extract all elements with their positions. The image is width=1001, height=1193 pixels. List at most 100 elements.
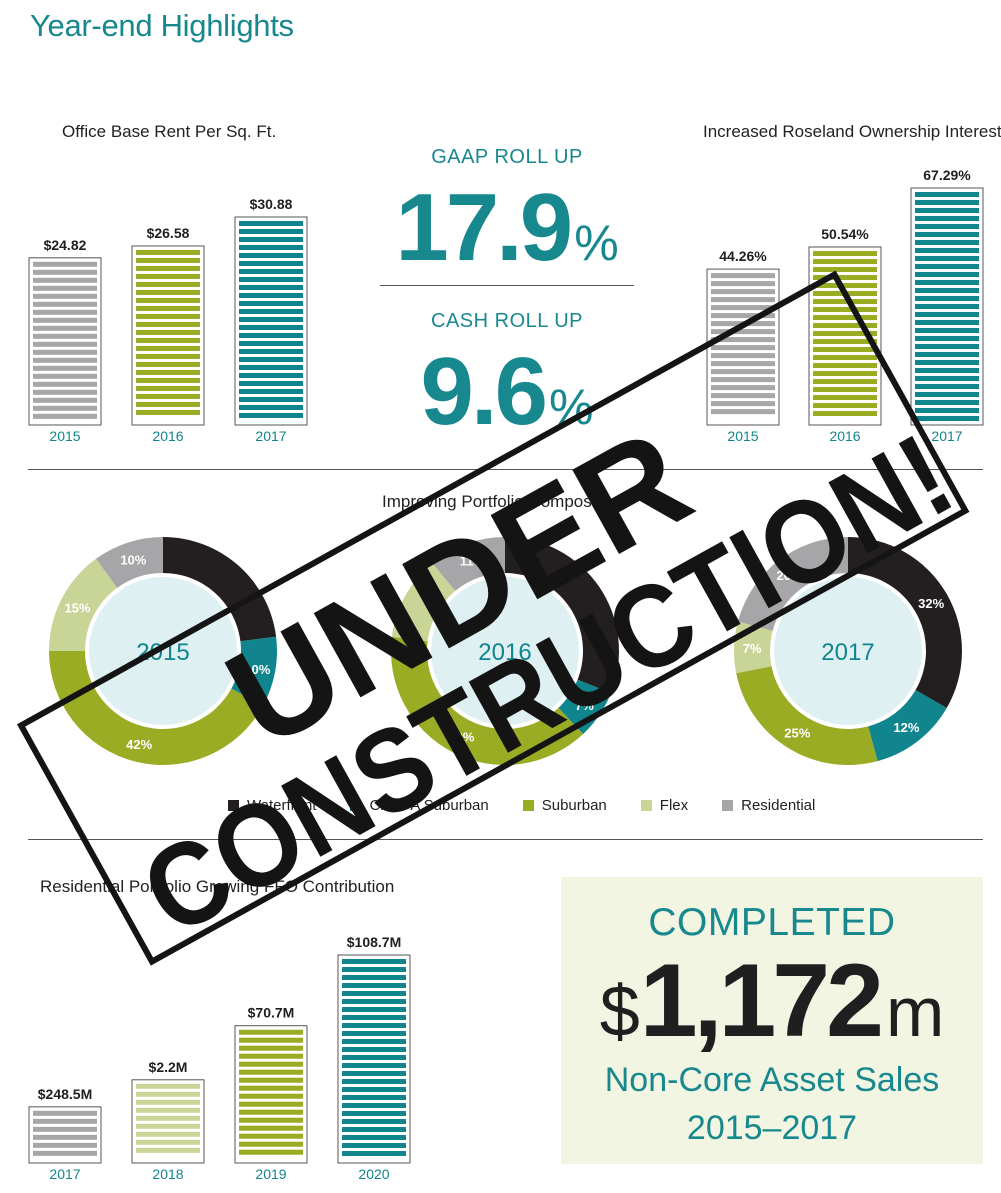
bar-roseland-2017-stripe — [915, 280, 979, 285]
completed-label: COMPLETED — [648, 901, 896, 944]
bar-roseland-2016-stripe — [813, 298, 877, 304]
bar-roseland-2015-stripe — [711, 273, 775, 279]
bar-roseland-2015-stripe — [711, 321, 775, 327]
bar-ffo-2019-stripe — [239, 1029, 303, 1035]
bar-ffo-2019-stripe — [239, 1109, 303, 1115]
bar-roseland-2015-stripe — [711, 337, 775, 343]
bar-rent-2015-stripe — [33, 277, 97, 283]
bar-ffo-2020-stripe — [342, 999, 406, 1004]
bar-roseland-2015-stripe — [711, 305, 775, 311]
legend-label: Suburban — [541, 797, 607, 814]
slice-label: 12% — [893, 720, 919, 735]
bar-rent-2016 — [131, 245, 205, 426]
bar-roseland-2017-stripe — [915, 352, 979, 357]
bar-rent-2015-stripe — [33, 261, 97, 267]
x-tick-label: 2016 — [829, 428, 860, 444]
bar-rent-2017-stripe — [239, 389, 303, 394]
bar-roseland-2016-stripe — [813, 354, 877, 360]
bar-ffo-2019-stripe — [239, 1093, 303, 1099]
gaap-pct-symbol: % — [574, 215, 619, 271]
bar-ffo-2018-stripe — [136, 1099, 200, 1105]
bar-ffo-2019-stripe — [239, 1061, 303, 1067]
bar-roseland-2015-stripe — [711, 369, 775, 375]
bar-roseland-2016-stripe — [813, 346, 877, 352]
bar-ffo-2019-stripe — [239, 1117, 303, 1123]
bar-rent-2017-stripe — [239, 245, 303, 250]
bar-roseland-2016-stripe — [813, 282, 877, 288]
bar-rent-2017-stripe — [239, 253, 303, 258]
bar-ffo-2018-stripe — [136, 1115, 200, 1121]
bar-ffo-2020-stripe — [342, 1143, 406, 1148]
bar-ffo-2020-stripe — [342, 1111, 406, 1116]
bar-rent-2017-stripe — [239, 229, 303, 234]
bar-rent-2016-stripe — [136, 273, 200, 279]
bar-roseland-2017-stripe — [915, 248, 979, 253]
bar-ffo-2020-stripe — [342, 1015, 406, 1020]
bar-ffo-2019-stripe — [239, 1133, 303, 1139]
bar-ffo-2020-stripe — [342, 1095, 406, 1100]
bar-rent-2017-stripe — [239, 309, 303, 314]
bar-roseland-2016-stripe — [813, 258, 877, 264]
bar-rent-2017-stripe — [239, 357, 303, 362]
bar-ffo-2019-stripe — [239, 1149, 303, 1155]
legend-swatch — [640, 800, 652, 811]
bar-rent-2016-stripe — [136, 249, 200, 255]
legend-item-suburban: Suburban — [522, 797, 607, 814]
bar-rent-2017-stripe — [239, 397, 303, 402]
gaap-roll-up-label: GAAP ROLL UP — [431, 146, 583, 168]
data-label: $248.5M — [38, 1086, 92, 1102]
bar-rent-2017-stripe — [239, 317, 303, 322]
bar-rent-2016-stripe — [136, 369, 200, 375]
bar-rent-2016-stripe — [136, 393, 200, 399]
bar-ffo-2020-stripe — [342, 1127, 406, 1132]
bar-roseland-2016-stripe — [813, 330, 877, 336]
bar-roseland-2016-stripe — [813, 410, 877, 416]
amount-unit: m — [886, 973, 945, 1051]
rent-chart-title: Office Base Rent Per Sq. Ft. — [62, 122, 277, 141]
bar-roseland-2015-stripe — [711, 409, 775, 415]
bar-rent-2015-stripe — [33, 293, 97, 299]
bar-ffo-2020 — [337, 954, 411, 1164]
bar-ffo-2020-stripe — [342, 1055, 406, 1060]
x-tick-label: 2018 — [152, 1166, 183, 1182]
completed-sales-panel: COMPLETED $1,172m Non-Core Asset Sales 2… — [561, 877, 983, 1164]
legend-item-flex: Flex — [640, 797, 688, 814]
bar-roseland-2016-stripe — [813, 290, 877, 296]
bar-roseland-2017-stripe — [915, 304, 979, 309]
data-label: $30.88 — [250, 196, 293, 212]
bar-rent-2016-stripe — [136, 409, 200, 415]
bar-rent-2017-stripe — [239, 405, 303, 410]
bar-ffo-2017 — [28, 1106, 102, 1164]
slice-label: 11% — [460, 554, 486, 569]
bar-roseland-2017-stripe — [915, 200, 979, 205]
bar-roseland-2017 — [910, 187, 984, 426]
bar-ffo-2020-stripe — [342, 1071, 406, 1076]
bar-roseland-2017-stripe — [915, 408, 979, 413]
bar-rent-2015-stripe — [33, 333, 97, 339]
bar-rent-2017 — [234, 216, 308, 426]
bar-rent-2015-stripe — [33, 397, 97, 403]
bar-ffo-2020-stripe — [342, 1023, 406, 1028]
slice-label: 10% — [120, 553, 146, 568]
bar-roseland-2017-stripe — [915, 264, 979, 269]
bar-rent-2017-stripe — [239, 373, 303, 378]
bar-roseland-2016-stripe — [813, 274, 877, 280]
bar-ffo-2019-stripe — [239, 1141, 303, 1147]
bar-rent-2016-stripe — [136, 305, 200, 311]
bar-roseland-2015-stripe — [711, 345, 775, 351]
bar-rent-2015-stripe — [33, 301, 97, 307]
donut-year-label: 2016 — [478, 639, 531, 666]
bar-rent-2015-stripe — [33, 269, 97, 275]
data-label: $70.7M — [248, 1005, 295, 1021]
bar-roseland-2016-stripe — [813, 322, 877, 328]
donut-year-label: 2015 — [136, 639, 189, 666]
bar-ffo-2020-stripe — [342, 1135, 406, 1140]
bar-ffo-2020-stripe — [342, 991, 406, 996]
bar-rent-2017-stripe — [239, 365, 303, 370]
data-label: $26.58 — [147, 225, 190, 241]
bar-rent-2017-stripe — [239, 221, 303, 226]
portfolio-legend: Waterfront Class A Suburban Suburban Fle… — [228, 797, 815, 814]
bar-roseland-2017-stripe — [915, 224, 979, 229]
bar-rent-2016-stripe — [136, 257, 200, 263]
bar-rent-2017-stripe — [239, 285, 303, 290]
